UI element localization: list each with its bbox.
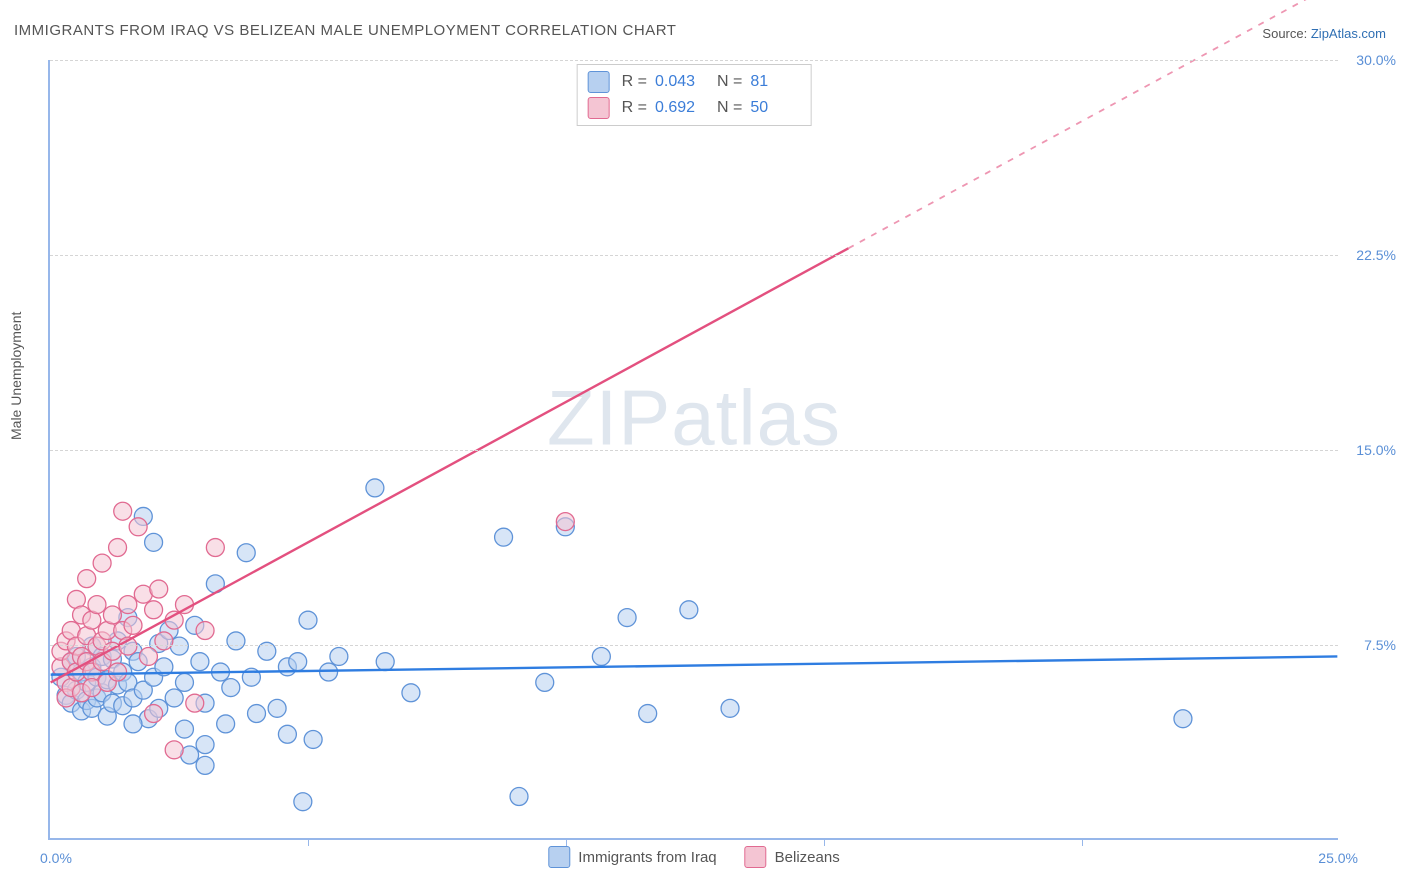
data-point <box>145 533 163 551</box>
y-tick-label: 15.0% <box>1346 442 1396 458</box>
source-link[interactable]: ZipAtlas.com <box>1311 26 1386 41</box>
data-point <box>248 705 266 723</box>
series-legend: Immigrants from Iraq Belizeans <box>548 846 839 868</box>
data-point <box>237 544 255 562</box>
r-label-1: R = <box>622 73 647 91</box>
data-point <box>196 736 214 754</box>
y-tick-label: 22.5% <box>1346 247 1396 263</box>
data-point <box>124 715 142 733</box>
data-point <box>304 730 322 748</box>
data-point <box>78 570 96 588</box>
data-point <box>155 632 173 650</box>
data-point <box>618 609 636 627</box>
data-point <box>109 663 127 681</box>
data-point <box>278 725 296 743</box>
gridline-h <box>50 450 1338 451</box>
data-point <box>680 601 698 619</box>
r-label-2: R = <box>622 99 647 117</box>
gridline-h <box>50 255 1338 256</box>
swatch-series-2 <box>588 97 610 119</box>
data-point <box>222 679 240 697</box>
correlation-row-2: R = 0.692 N = 50 <box>588 95 801 121</box>
data-point <box>196 756 214 774</box>
data-point <box>196 622 214 640</box>
data-point <box>145 705 163 723</box>
y-axis-label: Male Unemployment <box>8 312 24 440</box>
data-point <box>93 554 111 572</box>
legend-swatch-2 <box>745 846 767 868</box>
data-point <box>139 647 157 665</box>
n-label-1: N = <box>717 73 742 91</box>
data-point <box>366 479 384 497</box>
chart-title: IMMIGRANTS FROM IRAQ VS BELIZEAN MALE UN… <box>14 22 676 39</box>
data-point <box>175 673 193 691</box>
data-point <box>721 699 739 717</box>
data-point <box>145 601 163 619</box>
data-point <box>495 528 513 546</box>
source-attribution: Source: ZipAtlas.com <box>1262 26 1386 41</box>
r-value-2: 0.692 <box>655 99 705 117</box>
x-tick <box>824 838 825 846</box>
y-tick-label: 30.0% <box>1346 52 1396 68</box>
data-point <box>129 518 147 536</box>
data-point <box>114 502 132 520</box>
x-tick <box>566 838 567 846</box>
data-point <box>217 715 235 733</box>
legend-item-2: Belizeans <box>745 846 840 868</box>
source-label: Source: <box>1262 26 1307 41</box>
r-value-1: 0.043 <box>655 73 705 91</box>
data-point <box>227 632 245 650</box>
data-point <box>206 539 224 557</box>
data-point <box>88 596 106 614</box>
legend-swatch-1 <box>548 846 570 868</box>
chart-container: IMMIGRANTS FROM IRAQ VS BELIZEAN MALE UN… <box>0 0 1406 892</box>
data-point <box>191 653 209 671</box>
scatter-svg <box>50 60 1338 838</box>
data-point <box>1174 710 1192 728</box>
data-point <box>268 699 286 717</box>
x-axis-max-label: 25.0% <box>1318 850 1358 866</box>
n-value-1: 81 <box>750 73 800 91</box>
plot-area: ZIPatlas R = 0.043 N = 81 R = 0.692 N = … <box>48 60 1338 840</box>
data-point <box>294 793 312 811</box>
x-tick <box>308 838 309 846</box>
data-point <box>510 788 528 806</box>
data-point <box>124 616 142 634</box>
n-label-2: N = <box>717 99 742 117</box>
data-point <box>299 611 317 629</box>
correlation-row-1: R = 0.043 N = 81 <box>588 69 801 95</box>
data-point <box>186 694 204 712</box>
trend-line <box>51 656 1338 674</box>
x-axis-origin-label: 0.0% <box>40 850 72 866</box>
y-tick-label: 7.5% <box>1346 637 1396 653</box>
x-tick <box>1082 838 1083 846</box>
data-point <box>165 741 183 759</box>
data-point <box>639 705 657 723</box>
data-point <box>320 663 338 681</box>
data-point <box>119 596 137 614</box>
data-point <box>376 653 394 671</box>
data-point <box>109 539 127 557</box>
data-point <box>175 720 193 738</box>
data-point <box>402 684 420 702</box>
legend-label-2: Belizeans <box>775 849 840 866</box>
correlation-legend: R = 0.043 N = 81 R = 0.692 N = 50 <box>577 64 812 126</box>
data-point <box>165 689 183 707</box>
gridline-h <box>50 645 1338 646</box>
data-point <box>150 580 168 598</box>
data-point <box>536 673 554 691</box>
data-point <box>289 653 307 671</box>
legend-label-1: Immigrants from Iraq <box>578 849 716 866</box>
n-value-2: 50 <box>750 99 800 117</box>
trend-line-solid <box>51 248 849 682</box>
data-point <box>556 513 574 531</box>
legend-item-1: Immigrants from Iraq <box>548 846 716 868</box>
data-point <box>592 647 610 665</box>
data-point <box>103 606 121 624</box>
gridline-h <box>50 60 1338 61</box>
data-point <box>330 647 348 665</box>
swatch-series-1 <box>588 71 610 93</box>
